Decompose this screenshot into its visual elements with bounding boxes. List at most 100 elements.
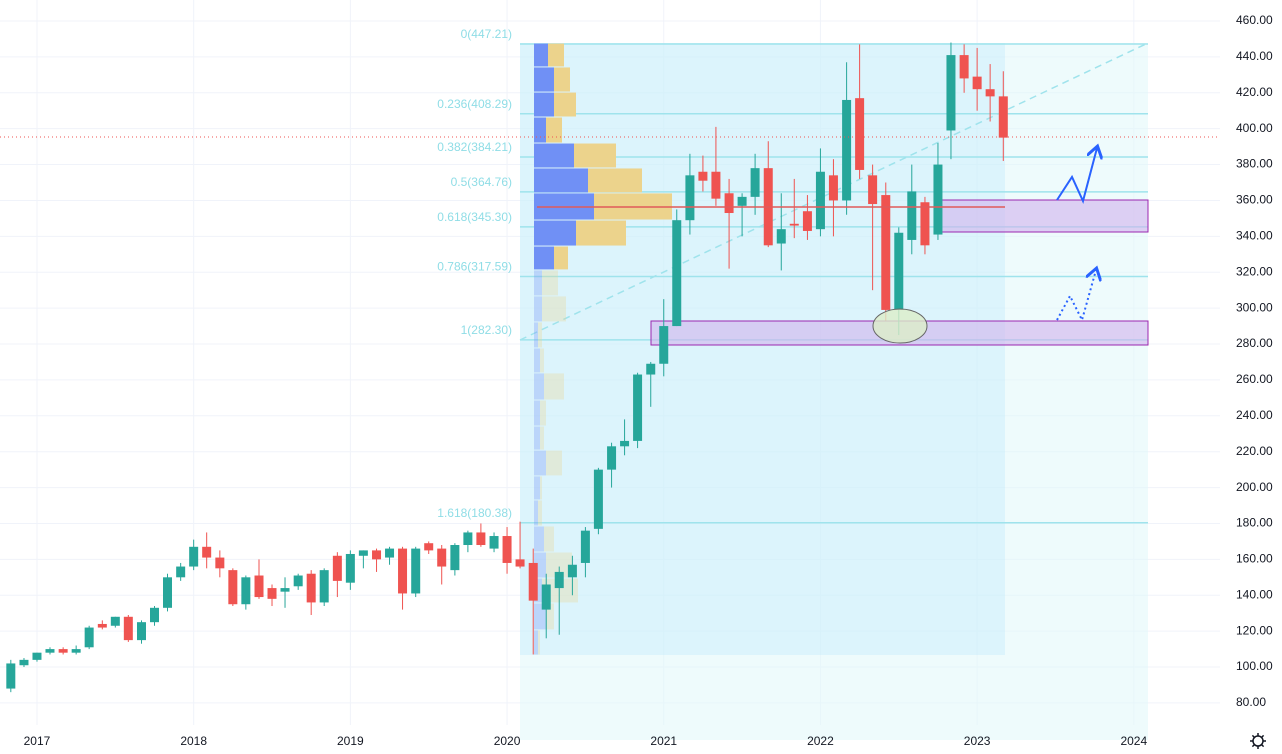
candle-body (163, 577, 173, 608)
candle-body (541, 584, 551, 610)
candle-body (332, 555, 342, 581)
candle-body (6, 663, 16, 689)
profile-down (538, 500, 542, 526)
fib-label: 1.618(180.38) (437, 506, 512, 520)
candle-body (345, 553, 355, 583)
settings-icon[interactable] (1250, 733, 1266, 749)
y-tick-label: 260.00 (1236, 372, 1273, 386)
candle-body (293, 575, 303, 587)
candle-body (907, 191, 917, 240)
candle-body (554, 571, 564, 589)
candle-body (319, 570, 329, 603)
y-tick-label: 200.00 (1236, 480, 1273, 494)
profile-down (542, 270, 558, 296)
profile-up (534, 426, 540, 450)
candle-body (123, 616, 133, 641)
candle-body (750, 168, 760, 197)
candle-body (476, 532, 486, 546)
x-tick-label: 2018 (180, 734, 207, 748)
profile-up (534, 450, 546, 476)
profile-down (540, 348, 544, 373)
candle-body (19, 659, 29, 666)
x-tick-label: 2024 (1120, 734, 1147, 748)
candle-body (593, 469, 603, 529)
profile-down (538, 322, 542, 348)
profile-up (534, 143, 574, 168)
y-tick-label: 320.00 (1236, 264, 1273, 278)
profile-up (534, 400, 540, 426)
profile-down (546, 450, 562, 476)
highlight-ellipse (872, 308, 928, 344)
candle-body (685, 175, 695, 221)
candle-body (620, 440, 630, 447)
candle-body (306, 573, 316, 603)
fib-label: 0(447.21) (461, 27, 512, 41)
profile-up (534, 117, 546, 143)
candle-body (946, 55, 956, 131)
candle-body (97, 623, 107, 628)
candle-body (437, 548, 447, 567)
trend-line (519, 42, 1149, 341)
x-tick-label: 2019 (337, 734, 364, 748)
candle-body (698, 171, 708, 181)
profile-down (554, 92, 576, 117)
candle-body (789, 223, 799, 226)
y-tick-label: 280.00 (1236, 336, 1273, 350)
y-tick-label: 120.00 (1236, 623, 1273, 637)
profile-down (588, 168, 642, 193)
profile-down (542, 296, 566, 322)
fib-background (520, 43, 1148, 740)
y-tick-label: 380.00 (1236, 157, 1273, 171)
y-tick-label: 440.00 (1236, 49, 1273, 63)
candle-body (580, 530, 590, 563)
candle-body (724, 193, 734, 214)
zone-box (939, 199, 1149, 233)
y-tick-label: 460.00 (1236, 13, 1273, 27)
x-tick-label: 2022 (807, 734, 834, 748)
range-box (520, 43, 1005, 655)
x-tick-label: 2017 (24, 734, 51, 748)
y-tick-label: 100.00 (1236, 659, 1273, 673)
profile-down (548, 43, 564, 67)
y-tick-label: 340.00 (1236, 229, 1273, 243)
y-tick-label: 80.00 (1236, 695, 1266, 709)
projection-arrow (1056, 148, 1097, 204)
candle-body (933, 164, 943, 235)
candle-body (802, 211, 812, 231)
candle-body (528, 562, 538, 601)
candle-body (228, 570, 238, 605)
profile-up (534, 296, 542, 322)
x-tick-label: 2023 (964, 734, 991, 748)
candle-body (424, 543, 434, 551)
candle-body (372, 550, 382, 560)
candle-body (385, 548, 395, 558)
y-tick-label: 400.00 (1236, 121, 1273, 135)
profile-up (534, 373, 544, 400)
gear-teeth[interactable] (1250, 733, 1266, 749)
profile-down (538, 630, 540, 655)
fib-label: 0.618(345.30) (437, 210, 512, 224)
candle-body (71, 649, 81, 653)
profile-down (554, 246, 568, 270)
candle-body (646, 363, 656, 375)
fib-label: 1(282.30) (461, 323, 512, 337)
candle-body (280, 588, 290, 592)
candle-body (502, 536, 512, 563)
projection-arrow-dotted (1056, 270, 1096, 323)
candle-body (358, 550, 368, 556)
profile-down (574, 143, 616, 168)
candle-body (711, 171, 721, 199)
candle-body (254, 575, 264, 598)
profile-down (540, 426, 544, 450)
profile-down (546, 117, 562, 143)
profile-up (534, 67, 554, 92)
candle-body (136, 622, 146, 641)
fib-retracement: 0(447.21) 0.236(408.29) 0.382(384.21) 0.5(3… (437, 27, 1148, 524)
profile-up (534, 603, 546, 630)
fib-label: 0.786(317.59) (437, 260, 512, 274)
candle-body (489, 536, 499, 549)
profile-down (554, 67, 570, 92)
profile-up (534, 500, 538, 526)
